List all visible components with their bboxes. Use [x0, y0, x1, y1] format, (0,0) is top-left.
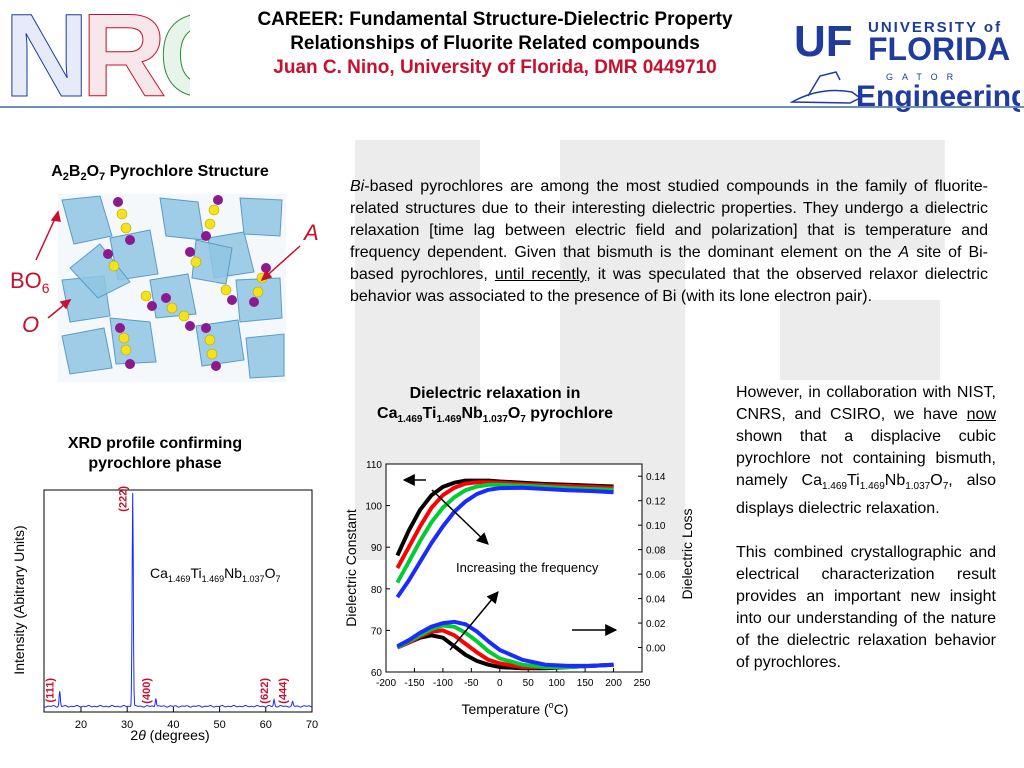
intro-part1: -based pyrochlores are among the most st… [350, 178, 988, 261]
diel-y-tick-label: 70 [371, 626, 383, 637]
diel-y2-tick-label: 0.06 [646, 570, 666, 581]
right-paragraph-1: However, in collaboration with NIST, CNR… [736, 382, 996, 520]
diel-y-tick-label: 110 [366, 460, 382, 471]
xrd-x-tick-label: 60 [260, 719, 272, 731]
label-bo6: BO6 [10, 268, 50, 296]
diel-xlabel: Temperature (oC) [462, 700, 569, 717]
xrd-profile-line [43, 492, 312, 708]
diel-x-tick-label: 150 [577, 678, 594, 689]
right-now: now [966, 406, 996, 423]
diel-x-tick-label: -100 [433, 678, 453, 689]
diel-y2-tick-label: 0.00 [646, 644, 666, 655]
diel-x-tick-label: 250 [634, 678, 651, 689]
diel-y-tick-label: 80 [371, 585, 383, 596]
diel-x-tick-label: -200 [376, 678, 396, 689]
diel-series-line [396, 619, 614, 668]
right-p1-part3: , also displays dielectric relaxation. [736, 472, 996, 518]
dielectric-title-line2: Ca1.469Ti1.469Nb1.037O7 pyrochlore [377, 405, 613, 426]
diel-arrow-freq-down [449, 591, 499, 651]
right-paragraph-2: This combined crystallographic and elect… [736, 544, 996, 672]
uf-florida: FLORIDA [868, 31, 1010, 67]
uf-university: UNIVERSITY of [868, 19, 1002, 36]
title-line-1: CAREER: Fundamental Structure-Dielectric… [257, 9, 733, 30]
diel-y2-tick-label: 0.02 [646, 619, 666, 630]
xrd-peak-label: (400) [141, 678, 153, 704]
label-a: A [302, 220, 319, 245]
xrd-formula: Ca1.469Ti1.469Nb1.037O7 [150, 565, 280, 584]
intro-part3: , it was speculated that the observed re… [350, 266, 988, 305]
dielectric-title: Dielectric relaxation in Ca1.469Ti1.469N… [340, 384, 650, 430]
diel-x-tick-label: 50 [523, 678, 535, 689]
xrd-x-tick-label: 70 [306, 719, 318, 731]
diel-y-tick-label: 100 [365, 502, 382, 513]
xrd-peak-label: (222) [118, 486, 130, 512]
pyrochlore-structure-image: A BO6 O [10, 194, 319, 382]
gator-icon [790, 71, 862, 104]
diel-y-tick-label: 60 [371, 668, 383, 679]
diel-series-line [395, 482, 614, 584]
diel-arrow-freq-up [431, 489, 489, 545]
right-column-text: However, in collaboration with NIST, CNR… [736, 382, 996, 674]
diel-series-line [395, 485, 614, 599]
diel-ylabel: Dielectric Constant [343, 509, 359, 627]
dielectric-chart: Temperature (oC) -200 -150 -100 -50 0 50 100 15… [343, 460, 695, 717]
intro-until-recently: until recently [494, 266, 587, 283]
title-line-2: Relationships of Fluorite Related compou… [290, 33, 700, 54]
intro-bi: Bi [350, 178, 365, 195]
header-title: CAREER: Fundamental Structure-Dielectric… [200, 8, 790, 80]
xrd-peak-label: (444) [278, 678, 290, 704]
xrd-x-tick-label: 30 [121, 719, 133, 731]
xrd-peak-label: (111) [45, 678, 57, 703]
xrd-x-tick-label: 40 [167, 719, 179, 731]
right-p1-part1: However, in collaboration with NIST, CNR… [736, 384, 996, 423]
uf-gator: GATOR [886, 72, 962, 82]
right-formula: Ca1.469Ti1.469Nb1.037O7 [801, 472, 949, 493]
diel-y2-tick-label: 0.12 [646, 497, 666, 508]
diel-y2-tick-label: 0.08 [646, 546, 666, 557]
author-line: Juan C. Nino, University of Florida, DMR… [273, 57, 717, 78]
diel-x-tick-label: 100 [548, 678, 565, 689]
xrd-plot-frame [43, 489, 313, 713]
uf-mark: UF [794, 17, 853, 66]
diel-y2-tick-label: 0.14 [646, 472, 666, 483]
xrd-xlabel: 2θ (degrees) [130, 727, 209, 743]
xrd-title: XRD profile confirming pyrochlore phase [40, 434, 270, 474]
uf-engineering-logo: UF UNIVERSITY of FLORIDA GATOR Engineeri… [790, 17, 1020, 112]
diel-x-tick-label: 200 [605, 678, 622, 689]
xrd-title-line2: pyrochlore phase [88, 455, 222, 472]
dielectric-title-line1: Dielectric relaxation in [409, 385, 581, 402]
diel-annotation: Increasing the frequency [456, 560, 599, 575]
header-divider [0, 106, 1024, 108]
xrd-peak-label: (622) [259, 678, 271, 704]
xrd-ylabel: Intensity (Abitrary Units) [11, 525, 27, 674]
diel-x-tick-label: 0 [497, 678, 503, 689]
xrd-x-tick-label: 50 [213, 719, 225, 731]
diel-x-tick-label: -50 [464, 678, 479, 689]
intro-a: A [898, 244, 910, 261]
intro-paragraph: Bi-based pyrochlores are among the most … [350, 176, 988, 308]
structure-title: A2B2O7 Pyrochlore Structure [51, 163, 269, 184]
label-o: O [22, 312, 39, 337]
right-p1-part2: shown that a displacive cubic pyrochlore… [736, 428, 996, 489]
diel-y2label: Dielectric Loss [679, 508, 695, 599]
diel-x-tick-label: -150 [404, 678, 424, 689]
diel-y-tick-label: 90 [371, 543, 383, 554]
intro-part2: site of Bi-based pyrochlores, [350, 244, 989, 283]
xrd-x-tick-label: 20 [75, 719, 87, 731]
xrd-title-line1: XRD profile confirming [67, 435, 243, 452]
diel-y2-tick-label: 0.10 [646, 521, 666, 532]
nrg-logo: NRG [4, 4, 190, 102]
xrd-chart: Intensity (Abitrary Units) 2θ (degrees) … [11, 486, 318, 743]
diel-y2-tick-label: 0.04 [646, 595, 666, 606]
svg-text:NRG: NRG [4, 4, 190, 102]
